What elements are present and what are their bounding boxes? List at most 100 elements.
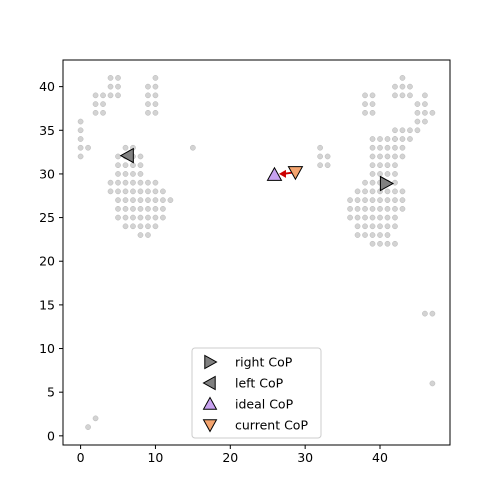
pressure-sensor-point	[392, 92, 398, 99]
pressure-sensor-point	[115, 83, 121, 90]
pressure-sensor-point	[145, 179, 151, 186]
pressure-sensor-point	[422, 92, 428, 99]
pressure-sensor-point	[137, 179, 144, 186]
pressure-sensor-point	[392, 153, 398, 160]
pressure-sensor-point	[369, 214, 376, 221]
pressure-sensor-point	[377, 223, 383, 230]
pressure-sensor-point	[100, 92, 106, 99]
pressure-sensor-point	[152, 92, 159, 99]
pressure-sensor-point	[422, 118, 428, 125]
pressure-sensor-point	[369, 232, 376, 238]
pressure-sensor-point	[115, 171, 121, 177]
pressure-sensor-point	[130, 162, 136, 169]
pressure-sensor-point	[369, 179, 376, 186]
pressure-sensor-point	[384, 171, 391, 177]
x-tick-label: 40	[372, 450, 388, 465]
ideal-cop-legend-label: ideal CoP	[235, 397, 294, 412]
pressure-sensor-point	[100, 109, 106, 116]
pressure-sensor-point	[414, 101, 421, 107]
axes-frame	[62, 59, 451, 446]
pressure-sensor-layer	[77, 75, 436, 430]
pressure-sensor-point	[347, 214, 353, 221]
pressure-sensor-point	[407, 127, 413, 134]
pressure-sensor-point	[399, 127, 406, 134]
pressure-sensor-point	[152, 179, 159, 186]
pressure-sensor-point	[160, 197, 166, 203]
pressure-sensor-point	[384, 232, 391, 238]
right-cop-legend-label: right CoP	[235, 355, 293, 370]
pressure-sensor-point	[369, 188, 376, 195]
pressure-sensor-point	[377, 240, 383, 247]
pressure-sensor-point	[362, 197, 368, 203]
pressure-sensor-point	[362, 214, 368, 221]
pressure-sensor-point	[392, 214, 398, 221]
pressure-sensor-point	[384, 153, 391, 160]
y-tick-label: 40	[39, 79, 55, 94]
pressure-sensor-point	[130, 188, 136, 195]
legend-box	[191, 347, 322, 439]
pressure-sensor-point	[190, 144, 196, 151]
pressure-sensor-point	[407, 83, 413, 90]
pressure-sensor-point	[92, 415, 99, 422]
pressure-sensor-point	[377, 214, 383, 221]
pressure-sensor-point	[392, 179, 398, 186]
pressure-sensor-point	[384, 214, 391, 221]
y-tick-label: 15	[39, 297, 55, 312]
pressure-sensor-point	[362, 232, 368, 238]
pressure-sensor-point	[130, 223, 136, 230]
pressure-sensor-point	[392, 205, 398, 212]
pressure-sensor-point	[369, 205, 376, 212]
pressure-sensor-point	[354, 197, 361, 203]
pressure-sensor-point	[369, 162, 376, 169]
pressure-sensor-point	[384, 144, 391, 151]
pressure-sensor-point	[414, 127, 421, 134]
legend: right CoP left CoP ideal CoP current CoP	[191, 347, 322, 439]
pressure-sensor-point	[354, 223, 361, 230]
pressure-sensor-point	[362, 92, 368, 99]
pressure-sensor-point	[160, 205, 166, 212]
left-cop-legend-label: left CoP	[235, 376, 284, 391]
pressure-sensor-point	[122, 162, 129, 169]
pressure-sensor-point	[392, 188, 398, 195]
pressure-sensor-point	[369, 197, 376, 203]
pressure-sensor-point	[362, 179, 368, 186]
pressure-sensor-point	[384, 188, 391, 195]
pressure-sensor-point	[152, 75, 159, 81]
pressure-sensor-point	[317, 144, 323, 151]
pressure-sensor-point	[145, 197, 151, 203]
pressure-sensor-point	[137, 205, 144, 212]
ideal-cop-legend-marker	[202, 396, 218, 410]
pressure-sensor-point	[369, 92, 376, 99]
pressure-sensor-point	[422, 101, 428, 107]
pressure-sensor-point	[354, 232, 361, 238]
pressure-sensor-point	[137, 171, 144, 177]
x-tick-label: 30	[297, 450, 313, 465]
pressure-sensor-point	[115, 179, 121, 186]
y-tick-label: 5	[47, 385, 55, 400]
pressure-sensor-point	[377, 162, 383, 169]
pressure-sensor-point	[392, 144, 398, 151]
current-cop-legend-label: current CoP	[235, 418, 308, 433]
pressure-sensor-point	[422, 310, 428, 317]
pressure-sensor-point	[354, 188, 361, 195]
pressure-sensor-point	[377, 205, 383, 212]
pressure-sensor-point	[399, 136, 406, 142]
pressure-sensor-point	[369, 144, 376, 151]
y-axis-ticks: 0 5 10 15 20 25 30 35 40	[39, 79, 63, 443]
y-tick-label: 10	[39, 341, 55, 356]
pressure-sensor-point	[369, 101, 376, 107]
pressure-sensor-point	[369, 171, 376, 177]
pressure-sensor-point	[152, 205, 159, 212]
pressure-sensor-point	[384, 162, 391, 169]
pressure-sensor-point	[392, 223, 398, 230]
pressure-sensor-point	[362, 101, 368, 107]
pressure-sensor-point	[115, 214, 121, 221]
pressure-sensor-point	[392, 171, 398, 177]
pressure-sensor-point	[92, 109, 99, 116]
pressure-sensor-point	[160, 214, 166, 221]
current-cop-marker	[287, 166, 304, 181]
pressure-sensor-point	[152, 109, 159, 116]
ideal-cop-marker	[266, 166, 283, 181]
pressure-sensor-point	[392, 127, 398, 134]
